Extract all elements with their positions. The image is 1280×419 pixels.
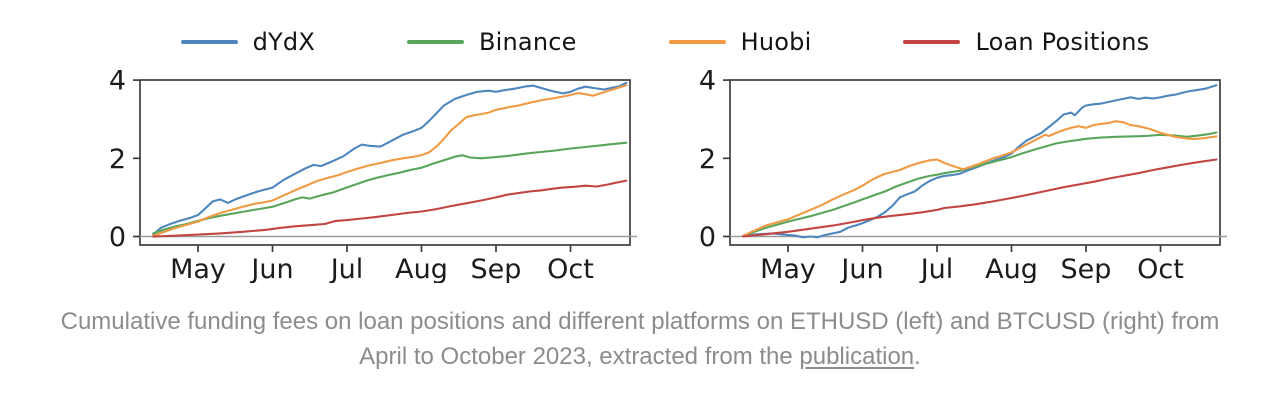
series-line-huobi — [152, 84, 628, 237]
caption-line-2-suffix: . — [914, 343, 921, 370]
x-tick-label-jul: Jul — [329, 254, 364, 283]
legend-label-binance: Binance — [478, 28, 577, 56]
x-tick-label-sep: Sep — [471, 254, 522, 283]
y-tick-label: 0 — [109, 222, 126, 253]
chart-btcusd: 0 2 4 May Jun Jul Aug Sep Oct — [699, 68, 1227, 283]
chart-ethusd: 0 2 4 May Jun Jul Aug Sep Oct — [109, 68, 637, 283]
dydx-line-swatch — [180, 40, 238, 44]
legend-item-binance: Binance — [406, 28, 577, 56]
caption-line-2-prefix: April to October 2023, extracted from th… — [359, 343, 800, 370]
huobi-line-swatch — [668, 40, 726, 44]
series-line-loan-positions — [742, 158, 1218, 238]
legend-item-dydx: dYdX — [180, 28, 315, 56]
x-tick-label-jul: Jul — [919, 254, 954, 283]
x-tick-label-aug: Aug — [395, 254, 448, 283]
loan-positions-line-swatch — [903, 40, 961, 44]
y-tick-label: 2 — [109, 144, 126, 175]
x-tick-label-may: May — [170, 254, 226, 283]
y-tick-label: 4 — [699, 68, 716, 97]
series-line-dydx — [152, 81, 628, 236]
x-tick-label-oct: Oct — [547, 254, 594, 283]
publication-link[interactable]: publication — [799, 343, 915, 370]
legend-label-loan-positions: Loan Positions — [975, 28, 1150, 56]
legend-label-huobi: Huobi — [740, 28, 812, 56]
plot-frame — [729, 79, 1221, 246]
y-tick-label: 0 — [699, 222, 716, 253]
x-tick-label-oct: Oct — [1137, 254, 1184, 283]
series-line-dydx — [742, 84, 1218, 239]
funding-fees-figure: dYdX Binance Huobi Loan Positions 0 2 4 May… — [100, 24, 1230, 283]
charts-row: 0 2 4 May Jun Jul Aug Sep Oct 0 2 4 May Jun Jul Aug Sep… — [100, 68, 1230, 283]
series-line-binance — [152, 141, 628, 235]
y-tick-label: 2 — [699, 144, 716, 175]
caption-line-2: April to October 2023, extracted from th… — [0, 339, 1280, 374]
series-line-loan-positions — [152, 179, 628, 238]
x-tick-label-jun: Jun — [249, 254, 293, 283]
legend-item-huobi: Huobi — [668, 28, 812, 56]
caption-line-1: Cumulative funding fees on loan position… — [60, 308, 1220, 335]
x-tick-label-jun: Jun — [839, 254, 883, 283]
binance-line-swatch — [406, 40, 464, 44]
x-tick-label-aug: Aug — [985, 254, 1038, 283]
series-line-huobi — [742, 120, 1218, 237]
legend-label-dydx: dYdX — [252, 28, 315, 56]
legend-item-loan-positions: Loan Positions — [903, 28, 1149, 56]
x-tick-label-sep: Sep — [1061, 254, 1112, 283]
figure-caption: Cumulative funding fees on loan position… — [0, 304, 1280, 374]
y-tick-label: 4 — [109, 68, 126, 97]
chart-legend: dYdX Binance Huobi Loan Positions — [100, 24, 1230, 60]
x-tick-label-may: May — [760, 254, 816, 283]
